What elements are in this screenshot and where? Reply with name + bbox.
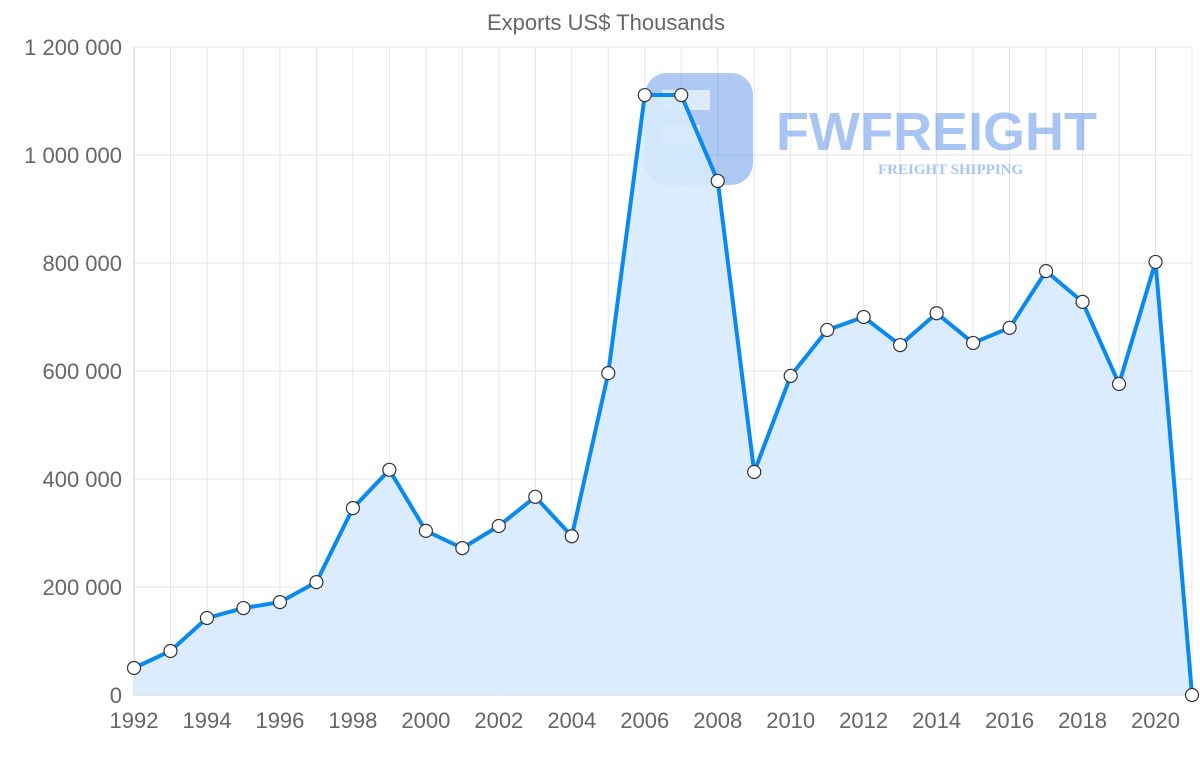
data-point[interactable] bbox=[126, 660, 142, 676]
x-tick-label: 2014 bbox=[912, 708, 961, 733]
x-tick-label: 1992 bbox=[110, 708, 159, 733]
x-tick-label: 2018 bbox=[1058, 708, 1107, 733]
x-tick-label: 2004 bbox=[547, 708, 596, 733]
data-point[interactable] bbox=[309, 575, 324, 590]
x-tick-label: 2006 bbox=[620, 708, 669, 733]
series-area-fill bbox=[134, 95, 1192, 695]
x-tick-label: 2002 bbox=[474, 708, 523, 733]
data-point[interactable] bbox=[747, 464, 762, 480]
data-point[interactable] bbox=[236, 600, 251, 616]
data-point[interactable] bbox=[710, 173, 725, 189]
chart-title: Exports US$ Thousands bbox=[487, 10, 725, 35]
data-point[interactable] bbox=[856, 309, 871, 325]
data-point[interactable] bbox=[382, 462, 397, 477]
y-tick-label: 800 000 bbox=[42, 251, 122, 276]
svg-text:FREIGHT SHIPPING: FREIGHT SHIPPING bbox=[878, 162, 1023, 178]
data-point[interactable] bbox=[1002, 320, 1017, 335]
y-tick-label: 400 000 bbox=[42, 467, 122, 492]
data-point[interactable] bbox=[783, 368, 798, 383]
x-tick-label: 2012 bbox=[839, 708, 888, 733]
data-point[interactable] bbox=[893, 337, 908, 353]
y-tick-label: 200 000 bbox=[42, 575, 122, 600]
data-point[interactable] bbox=[966, 335, 981, 351]
x-tick-label: 1994 bbox=[182, 708, 231, 733]
x-tick-label: 1998 bbox=[328, 708, 377, 733]
data-point[interactable] bbox=[163, 643, 178, 659]
data-point[interactable] bbox=[1184, 687, 1200, 703]
data-point[interactable] bbox=[637, 87, 652, 103]
y-tick-label: 600 000 bbox=[42, 359, 122, 384]
x-tick-label: 2020 bbox=[1131, 708, 1180, 733]
data-point[interactable] bbox=[345, 501, 360, 516]
y-tick-label: 1 000 000 bbox=[24, 143, 122, 168]
data-point[interactable] bbox=[528, 489, 543, 504]
data-point[interactable] bbox=[1075, 294, 1090, 309]
data-point[interactable] bbox=[491, 518, 506, 534]
data-point[interactable] bbox=[674, 87, 689, 103]
data-point[interactable] bbox=[820, 322, 835, 338]
y-tick-label: 1 200 000 bbox=[24, 35, 122, 60]
data-point[interactable] bbox=[601, 366, 616, 381]
data-point[interactable] bbox=[929, 306, 944, 321]
data-point[interactable] bbox=[199, 610, 215, 626]
data-point[interactable] bbox=[1038, 264, 1054, 279]
x-tick-label: 1996 bbox=[255, 708, 304, 733]
data-point[interactable] bbox=[272, 595, 288, 610]
x-tick-label: 2016 bbox=[985, 708, 1034, 733]
svg-text:FWFREIGHT: FWFREIGHT bbox=[776, 102, 1097, 162]
data-point[interactable] bbox=[564, 529, 579, 544]
data-point[interactable] bbox=[455, 541, 470, 556]
x-tick-label: 2000 bbox=[401, 708, 450, 733]
data-point[interactable] bbox=[418, 523, 433, 538]
data-point[interactable] bbox=[1148, 254, 1163, 270]
x-tick-label: 2008 bbox=[693, 708, 742, 733]
x-tick-label: 2010 bbox=[766, 708, 815, 733]
data-point[interactable] bbox=[1111, 376, 1127, 392]
y-tick-label: 0 bbox=[110, 683, 122, 708]
